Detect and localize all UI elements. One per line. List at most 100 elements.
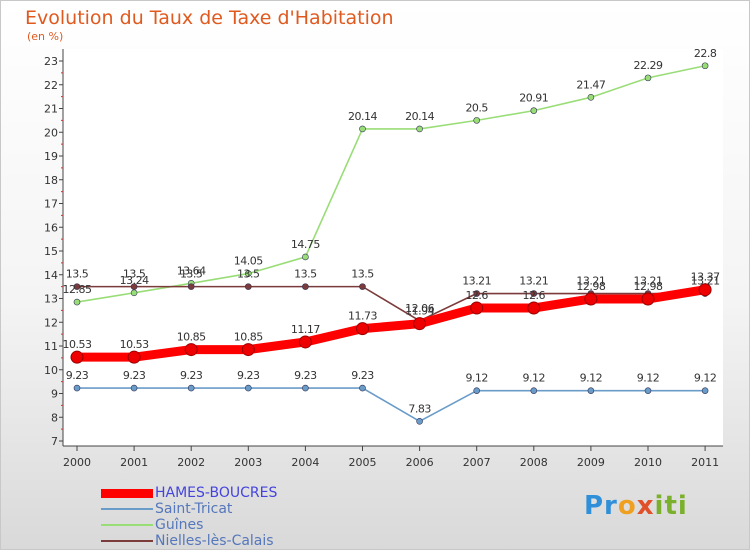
data-label: 13.5 bbox=[294, 268, 317, 281]
series-line bbox=[76, 387, 706, 423]
data-point bbox=[527, 301, 541, 315]
data-point bbox=[584, 292, 598, 306]
data-point bbox=[298, 335, 312, 349]
x-tick-label: 2000 bbox=[63, 456, 91, 469]
data-point bbox=[473, 117, 481, 124]
data-label: 21.47 bbox=[576, 78, 605, 91]
data-label: 22.8 bbox=[694, 47, 717, 60]
x-tick-label: 2005 bbox=[349, 456, 377, 469]
data-label: 11.17 bbox=[291, 323, 320, 336]
data-label: 9.23 bbox=[180, 369, 203, 382]
x-tick-label: 2004 bbox=[291, 456, 319, 469]
data-point bbox=[473, 387, 481, 394]
chart-title: Evolution du Taux de Taxe d'Habitation bbox=[25, 7, 394, 29]
data-point bbox=[701, 387, 709, 394]
data-point bbox=[416, 125, 423, 133]
data-label: 13.5 bbox=[66, 268, 89, 281]
data-label: 20.91 bbox=[519, 92, 548, 105]
data-label: 10.85 bbox=[177, 331, 206, 344]
data-label: 13.21 bbox=[519, 275, 548, 288]
data-point bbox=[245, 283, 252, 290]
data-label: 10.53 bbox=[120, 338, 149, 351]
x-tick-label: 2008 bbox=[520, 456, 548, 469]
data-label: 9.23 bbox=[66, 369, 89, 382]
y-tick-label: 12 bbox=[44, 316, 58, 329]
data-label: 12.6 bbox=[523, 289, 546, 302]
data-label: 9.12 bbox=[465, 372, 488, 385]
data-label: 13.5 bbox=[237, 268, 260, 281]
data-point bbox=[130, 289, 138, 297]
y-tick-label: 19 bbox=[44, 150, 58, 163]
data-point bbox=[302, 384, 309, 392]
series-line bbox=[76, 64, 706, 303]
y-tick-label: 9 bbox=[51, 388, 58, 401]
x-tick-label: 2011 bbox=[691, 456, 719, 469]
data-point bbox=[359, 125, 366, 133]
data-point bbox=[73, 283, 81, 290]
y-tick-label: 16 bbox=[44, 221, 58, 234]
data-point bbox=[698, 283, 712, 297]
data-point bbox=[241, 343, 255, 357]
series-line bbox=[72, 285, 710, 362]
data-label: 13.21 bbox=[462, 275, 491, 288]
legend-swatch bbox=[101, 508, 153, 510]
y-tick-label: 10 bbox=[44, 364, 58, 377]
legend-label: Saint-Tricat bbox=[155, 501, 233, 517]
data-point bbox=[644, 74, 652, 82]
data-label: 9.23 bbox=[237, 369, 260, 382]
data-label: 13.37 bbox=[691, 271, 720, 284]
data-label: 13.5 bbox=[180, 268, 203, 281]
x-tick-label: 2006 bbox=[406, 456, 434, 469]
data-label: 11.73 bbox=[348, 310, 377, 323]
data-label: 9.12 bbox=[637, 372, 660, 385]
y-tick-label: 20 bbox=[44, 126, 58, 139]
data-point bbox=[416, 417, 423, 425]
x-tick-label: 2002 bbox=[177, 456, 205, 469]
data-point bbox=[587, 387, 595, 394]
data-point bbox=[302, 253, 309, 261]
data-label: 20.5 bbox=[465, 101, 488, 114]
y-tick-label: 11 bbox=[44, 340, 58, 353]
data-label: 13.21 bbox=[634, 275, 663, 288]
data-label: 12.6 bbox=[465, 289, 488, 302]
data-point bbox=[70, 350, 84, 364]
y-tick-label: 18 bbox=[44, 174, 58, 187]
legend-item: HAMES-BOUCRES bbox=[101, 485, 277, 501]
data-label: 11.94 bbox=[405, 305, 434, 318]
plot-area bbox=[63, 49, 723, 446]
data-point bbox=[473, 290, 481, 297]
y-tick-label: 7 bbox=[51, 435, 58, 448]
data-label: 9.23 bbox=[294, 369, 317, 382]
data-point bbox=[184, 343, 198, 357]
proxiti-logo: Proxiti bbox=[584, 491, 688, 521]
data-point bbox=[302, 283, 309, 290]
legend-swatch bbox=[101, 524, 153, 526]
data-point bbox=[413, 317, 427, 331]
data-point bbox=[245, 270, 252, 277]
data-label: 13.64 bbox=[177, 264, 206, 277]
data-label: 13.5 bbox=[123, 268, 146, 281]
y-tick-label: 14 bbox=[44, 269, 58, 282]
data-label: 13.21 bbox=[691, 275, 720, 288]
data-label: 9.23 bbox=[351, 369, 374, 382]
legend-label: Nielles-lès-Calais bbox=[155, 533, 274, 549]
data-point bbox=[644, 387, 652, 394]
data-point bbox=[356, 322, 369, 336]
x-tick-label: 2001 bbox=[120, 456, 148, 469]
data-label: 9.23 bbox=[123, 369, 146, 382]
data-label: 12.98 bbox=[634, 280, 663, 293]
data-point bbox=[701, 62, 709, 70]
data-label: 13.21 bbox=[576, 275, 605, 288]
x-tick-label: 2009 bbox=[577, 456, 605, 469]
data-label: 10.85 bbox=[234, 331, 263, 344]
legend-swatch bbox=[101, 540, 153, 542]
legend-label: HAMES-BOUCRES bbox=[155, 485, 278, 501]
y-tick-label: 8 bbox=[51, 411, 58, 424]
y-tick-label: 23 bbox=[44, 55, 58, 68]
unit-label: (en %) bbox=[27, 30, 64, 43]
data-point bbox=[73, 384, 81, 392]
y-tick-label: 13 bbox=[44, 293, 58, 306]
data-point bbox=[359, 283, 366, 290]
data-label: 12.85 bbox=[63, 283, 92, 296]
